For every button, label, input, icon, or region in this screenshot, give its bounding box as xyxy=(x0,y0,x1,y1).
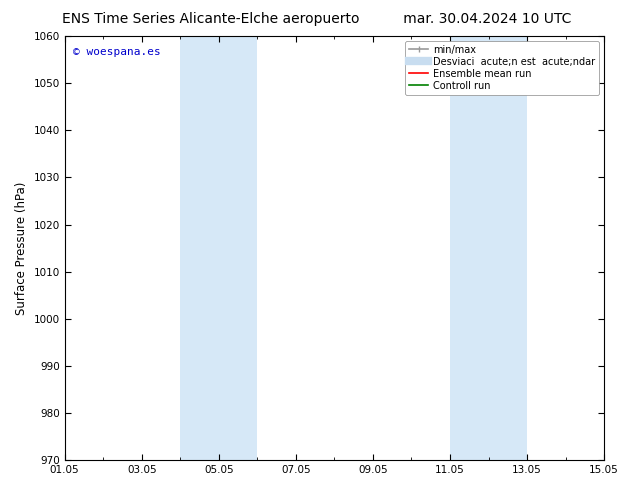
Bar xyxy=(219,36,257,460)
Text: © woespana.es: © woespana.es xyxy=(73,47,160,57)
Legend: min/max, Desviaci  acute;n est  acute;ndar, Ensemble mean run, Controll run: min/max, Desviaci acute;n est acute;ndar… xyxy=(405,41,599,95)
Text: ENS Time Series Alicante-Elche aeropuerto          mar. 30.04.2024 10 UTC: ENS Time Series Alicante-Elche aeropuert… xyxy=(62,12,572,26)
Bar xyxy=(489,36,527,460)
Y-axis label: Surface Pressure (hPa): Surface Pressure (hPa) xyxy=(15,181,28,315)
Bar xyxy=(180,36,219,460)
Bar xyxy=(450,36,489,460)
